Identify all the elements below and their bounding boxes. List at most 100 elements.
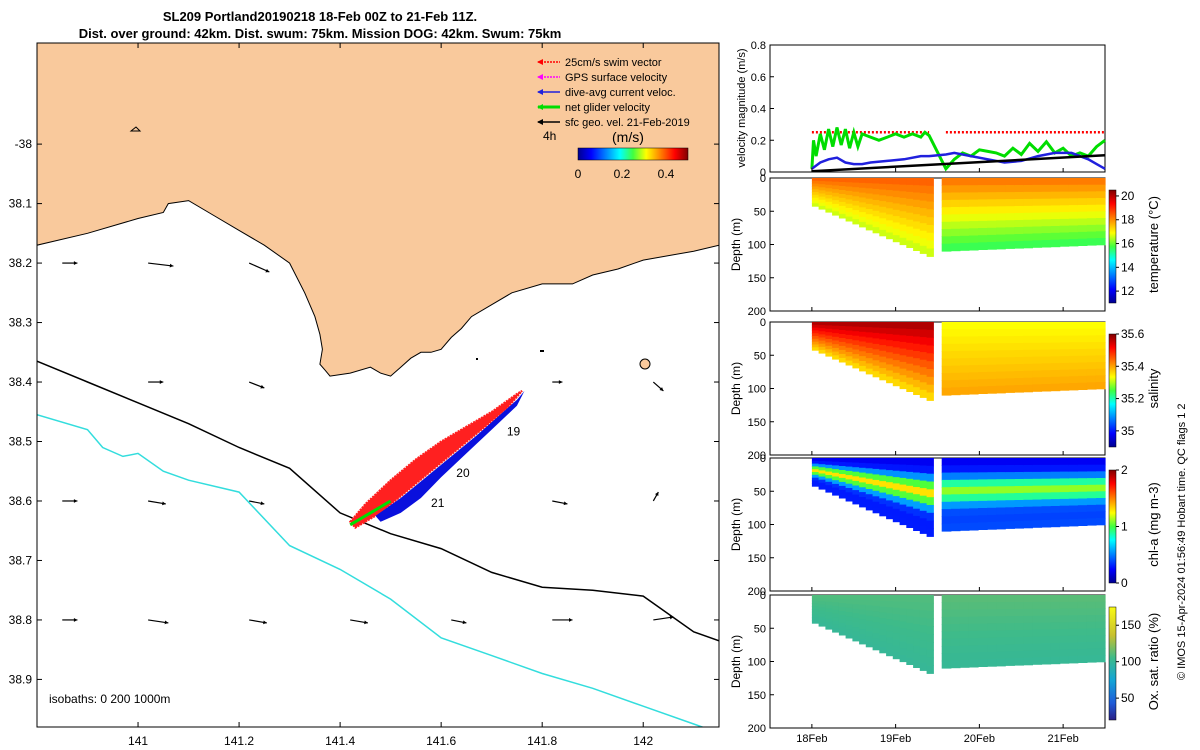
- section-cell: [1095, 238, 1106, 246]
- velocity-series-line: [811, 154, 1106, 173]
- section-cell: [941, 185, 952, 194]
- section-cell: [1005, 329, 1015, 337]
- section-cell: [1023, 212, 1033, 221]
- section-cell: [913, 616, 921, 625]
- section-cell: [950, 236, 961, 244]
- section-cell: [838, 618, 847, 624]
- section-cell: [872, 616, 880, 623]
- geo-arrow-head: [563, 501, 568, 506]
- section-cell: [959, 595, 970, 603]
- section-cell: [818, 178, 826, 182]
- section-cell: [872, 501, 880, 508]
- section-cell: [1077, 342, 1088, 350]
- section-cell: [811, 458, 820, 462]
- section-cell: [926, 329, 934, 339]
- section-cell: [825, 471, 833, 476]
- section-cell: [832, 185, 840, 190]
- section-cell: [859, 482, 867, 488]
- section-cell: [811, 200, 820, 204]
- map-y-tick-label: 38.1: [9, 197, 33, 211]
- section-cell: [892, 470, 901, 478]
- geo-arrow-head: [164, 620, 169, 625]
- section-cell: [926, 225, 934, 234]
- section-cell: [987, 199, 997, 207]
- section-cell: [879, 595, 887, 602]
- section-cell: [818, 337, 826, 342]
- section-cell: [941, 199, 952, 208]
- section-cell: [913, 631, 921, 639]
- section-cell: [1005, 479, 1015, 487]
- section-cell: [852, 205, 860, 211]
- section-cell: [872, 332, 880, 339]
- section-cell: [987, 659, 997, 667]
- colorbar-tick-label: 150: [1121, 618, 1141, 632]
- section-cell: [865, 615, 874, 622]
- section-cell: [1086, 648, 1097, 656]
- section-cell: [968, 522, 979, 531]
- section-cell: [852, 187, 860, 193]
- section-cell: [845, 616, 853, 622]
- section-cell: [968, 479, 979, 488]
- section-cell: [926, 505, 934, 514]
- section-cell: [950, 516, 961, 524]
- island: [540, 350, 544, 352]
- section-cell: [906, 198, 914, 207]
- section-cell: [959, 523, 970, 531]
- section-cell: [872, 349, 880, 356]
- section-cell: [865, 478, 874, 485]
- section-cell: [1023, 458, 1033, 466]
- section-cell: [892, 347, 901, 355]
- section-cell: [886, 352, 894, 359]
- section-cell: [1077, 511, 1088, 520]
- section-cell: [1050, 322, 1061, 330]
- section-cell: [1095, 648, 1106, 656]
- section-cell: [892, 379, 901, 387]
- section-cell: [987, 637, 997, 646]
- section-cell: [913, 351, 921, 359]
- section-cell: [1041, 615, 1052, 624]
- section-cell: [1059, 205, 1070, 213]
- section-cell: [1050, 615, 1061, 624]
- section-cell: [913, 479, 921, 488]
- section-cell: [1041, 191, 1052, 200]
- section-cell: [950, 645, 961, 654]
- section-cell: [872, 343, 880, 350]
- section-cell: [1014, 178, 1024, 186]
- section-cell: [1023, 499, 1033, 508]
- section-cell: [978, 235, 988, 243]
- section-cell: [852, 608, 860, 614]
- section-cell: [1077, 491, 1088, 499]
- section-cell: [996, 378, 1006, 387]
- section-cell: [1032, 335, 1043, 344]
- section-cell: [978, 637, 988, 646]
- section-cell: [996, 637, 1006, 646]
- section-cell: [1041, 464, 1052, 473]
- section-cell: [906, 184, 914, 193]
- section-cell: [865, 468, 874, 475]
- section-cell: [1068, 191, 1079, 199]
- section-cell: [1023, 471, 1033, 480]
- section-cell: [996, 336, 1006, 344]
- section-cell: [913, 199, 921, 208]
- section-cell: [899, 504, 907, 512]
- section-cell: [987, 630, 997, 639]
- section-cell: [919, 503, 928, 512]
- section-cell: [1050, 629, 1061, 637]
- section-cell: [1023, 629, 1033, 638]
- section-cell: [1077, 518, 1088, 526]
- section-cell: [1095, 601, 1106, 609]
- section-cell: [838, 190, 847, 195]
- section-cell: [1077, 375, 1088, 384]
- section-cell: [1059, 498, 1070, 507]
- section-cell: [892, 203, 901, 211]
- section-cell: [1068, 656, 1079, 664]
- section-cell: [1005, 500, 1015, 508]
- section-cell: [872, 468, 880, 475]
- section-cell: [1086, 342, 1097, 350]
- legend-arrowhead: [537, 104, 543, 110]
- section-cell: [1068, 322, 1079, 330]
- section-cell: [987, 213, 997, 222]
- section-cell: [1059, 649, 1070, 657]
- section-cell: [959, 178, 970, 186]
- section-cell: [959, 243, 970, 251]
